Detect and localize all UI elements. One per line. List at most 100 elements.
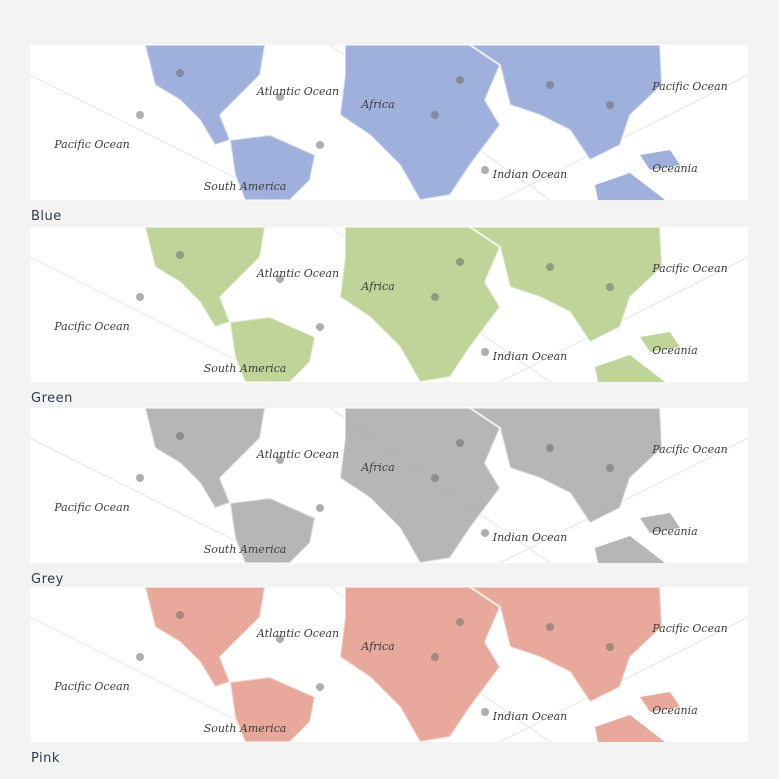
continent — [595, 173, 665, 200]
illustration-icon — [431, 653, 439, 661]
illustration-icon — [456, 439, 464, 447]
illustration-icon — [606, 643, 614, 651]
map-label: Oceania — [652, 162, 697, 175]
map-panel: Pacific Ocean Atlantic Ocean Africa Indian … — [29, 226, 749, 384]
illustration-icon — [456, 76, 464, 84]
map-label: Atlantic Ocean — [256, 85, 339, 98]
illustration-icon — [136, 293, 144, 301]
illustration-icon — [136, 653, 144, 661]
illustration-icon — [176, 611, 184, 619]
continent-shade — [228, 133, 317, 201]
map-label: Pacific Ocean — [53, 680, 129, 693]
illustration-icon — [606, 283, 614, 291]
map-label: Pacific Ocean — [53, 501, 129, 514]
continent — [640, 692, 680, 712]
map-label: Oceania — [652, 525, 697, 538]
illustration-icon — [431, 111, 439, 119]
illustration-icon — [481, 708, 489, 716]
map-label: Africa — [360, 280, 394, 293]
illustration-icon — [316, 683, 324, 691]
continent — [640, 332, 680, 352]
continent-shade — [466, 586, 664, 704]
map-label: Africa — [360, 98, 394, 111]
continent — [470, 45, 662, 160]
illustration-icon — [276, 275, 284, 283]
continent — [595, 536, 665, 563]
map-grid-line — [499, 616, 749, 743]
continent — [595, 355, 665, 382]
map-label: Pacific Ocean — [53, 320, 129, 333]
map-label: Oceania — [652, 344, 697, 357]
illustration-icon — [276, 635, 284, 643]
continent-shade — [228, 496, 317, 564]
map-label: Pacific Ocean — [651, 80, 727, 93]
continent-shade — [466, 44, 664, 162]
continent — [470, 587, 662, 702]
map-grid-line — [499, 74, 749, 201]
map-label: South America — [204, 722, 287, 735]
illustration-icon — [456, 618, 464, 626]
map-label: Pacific Ocean — [651, 262, 727, 275]
illustration-icon — [481, 348, 489, 356]
map-label: Pacific Ocean — [651, 443, 727, 456]
illustration-icon — [136, 111, 144, 119]
map-label: Pacific Ocean — [651, 622, 727, 635]
map-panel: Pacific Ocean Atlantic Ocean Africa Indian … — [29, 586, 749, 744]
illustration-icon — [431, 474, 439, 482]
continent — [595, 715, 665, 742]
map-label: South America — [204, 543, 287, 556]
illustration-icon — [431, 293, 439, 301]
continent — [470, 227, 662, 342]
map-label: Atlantic Ocean — [256, 627, 339, 640]
map-label: Indian Ocean — [492, 710, 567, 723]
continent — [145, 587, 265, 687]
map-label: Oceania — [652, 704, 697, 717]
illustration-icon — [276, 93, 284, 101]
continent — [230, 677, 315, 742]
illustration-icon — [316, 504, 324, 512]
illustration-icon — [176, 251, 184, 259]
illustration-icon — [546, 444, 554, 452]
variant-label: Pink — [31, 751, 60, 766]
continent — [640, 150, 680, 170]
map-grid-line — [499, 437, 749, 564]
map-label: Africa — [360, 461, 394, 474]
illustration-icon — [456, 258, 464, 266]
illustration-icon — [176, 432, 184, 440]
continent — [145, 227, 265, 327]
continent — [230, 317, 315, 382]
continent-shade — [228, 675, 317, 743]
continent-shade — [466, 407, 664, 525]
illustration-icon — [176, 69, 184, 77]
continent — [145, 408, 265, 508]
map-label: Pacific Ocean — [53, 138, 129, 151]
map-label: Indian Ocean — [492, 350, 567, 363]
continent — [230, 498, 315, 563]
map-label: South America — [204, 180, 287, 193]
illustration-icon — [546, 81, 554, 89]
map-label: Atlantic Ocean — [256, 448, 339, 461]
continent — [230, 135, 315, 200]
variant-label: Grey — [31, 572, 64, 587]
illustration-icon — [606, 464, 614, 472]
map-label: Atlantic Ocean — [256, 267, 339, 280]
continent-shade — [228, 315, 317, 383]
illustration-icon — [606, 101, 614, 109]
variant-label: Blue — [31, 209, 62, 224]
illustration-icon — [546, 623, 554, 631]
illustration-icon — [136, 474, 144, 482]
map-label: Africa — [360, 640, 394, 653]
map-grid-line — [499, 256, 749, 383]
illustration-icon — [546, 263, 554, 271]
variant-label: Green — [31, 391, 73, 406]
illustration-icon — [316, 323, 324, 331]
map-panel: Pacific Ocean Atlantic Ocean Africa Indian … — [29, 44, 749, 202]
map-label: Indian Ocean — [492, 168, 567, 181]
continent-shade — [466, 226, 664, 344]
continent — [640, 513, 680, 533]
map-label: South America — [204, 362, 287, 375]
map-label: Indian Ocean — [492, 531, 567, 544]
illustration-icon — [481, 166, 489, 174]
